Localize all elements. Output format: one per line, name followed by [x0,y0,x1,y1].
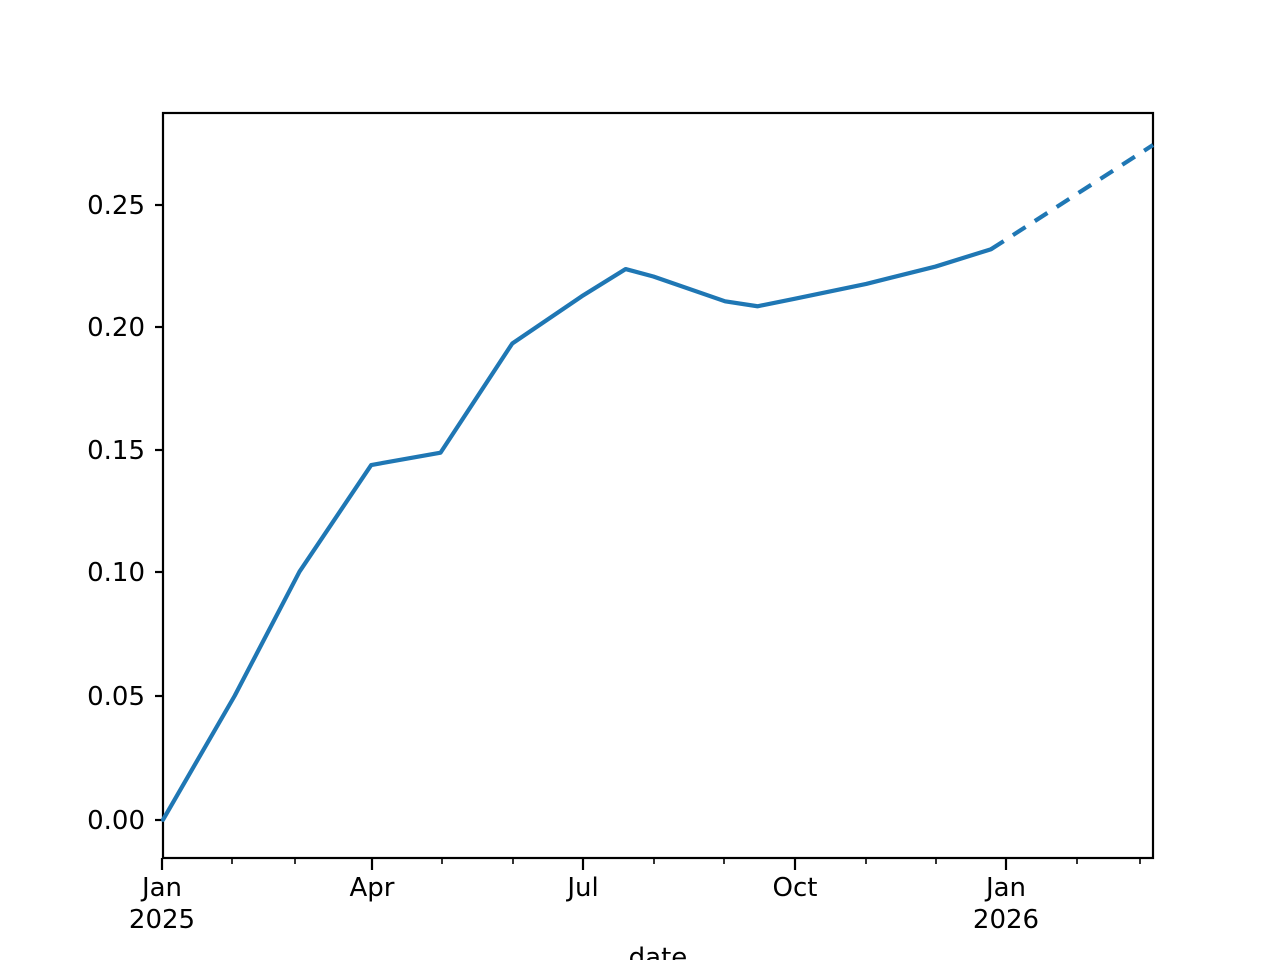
x-axis-title: date [629,943,688,960]
data-series-group [160,143,1155,822]
x-tick-label-4-year: 2026 [973,905,1039,935]
y-tick-label-0: 0.00 [87,806,145,836]
x-tick-label-0-month: Jan [140,873,182,903]
x-tick-label-4-month: Jan [984,873,1026,903]
y-tick-label-1: 0.05 [87,682,145,712]
series-line-actual [160,247,994,822]
x-tick-label-3-month: Oct [773,873,818,903]
x-tick-label-1-month: Apr [350,873,395,903]
x-tick-label-2-month: Jul [565,873,598,903]
x-axis-minor-ticks [231,858,1141,864]
y-tick-label-4: 0.20 [87,313,145,343]
y-tick-label-3: 0.15 [87,436,145,466]
y-tick-label-2: 0.10 [87,558,145,588]
series-line-forecast [989,143,1155,251]
x-tick-label-0-year: 2025 [129,905,195,935]
axes-frame [161,111,1155,860]
x-axis-tick-labels: Jan 2025 Apr Jul Oct Jan 2026 [129,873,1039,935]
y-axis-ticks [155,203,163,822]
x-axis-major-ticks [160,858,1008,870]
y-tick-label-5: 0.25 [87,191,145,221]
axes-spines [161,111,1155,860]
y-axis-tick-labels: 0.00 0.05 0.10 0.15 0.20 0.25 [87,191,145,836]
